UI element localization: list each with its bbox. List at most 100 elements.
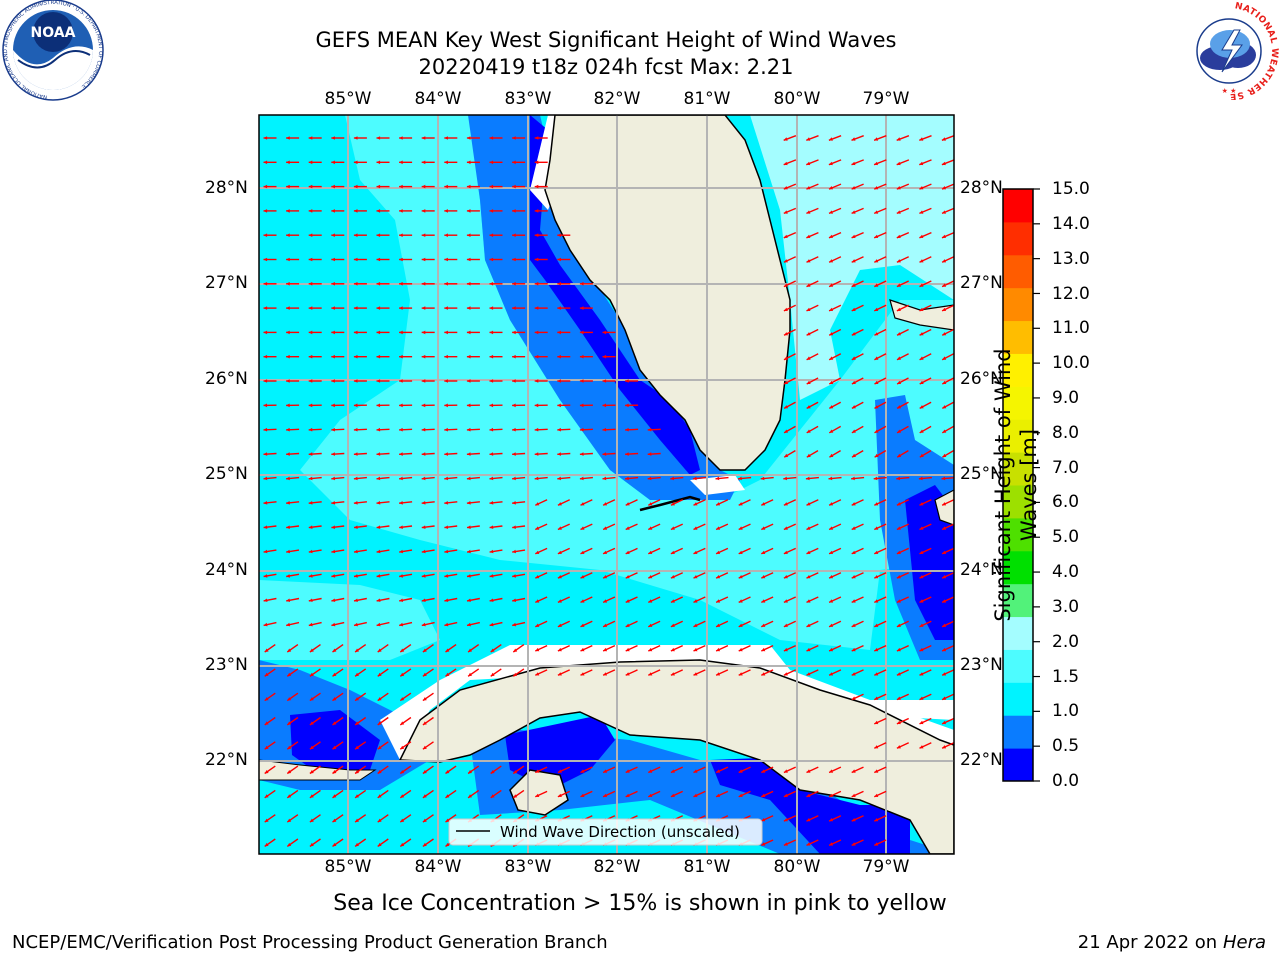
wave-direction-arrowhead [399,233,403,237]
wave-direction-arrowhead [355,794,359,798]
wave-direction-arrowhead [738,476,742,481]
wave-direction-arrowhead [874,599,879,603]
wave-direction-arrowhead [580,599,585,603]
lat-label-right: 25°N [960,464,1003,484]
wave-direction-arrowhead [557,233,561,237]
cuba-land [398,659,954,854]
wave-direction-arrowhead [263,501,268,505]
wave-direction-arrowhead [896,696,901,700]
wave-direction-arrowhead [355,672,359,677]
wave-direction-arrowhead [829,186,833,190]
wave-direction-arrowhead [286,427,290,432]
wave-direction-arrowhead [309,672,314,677]
wave-band-0.0-0.5-se-cuba [710,758,910,854]
wave-direction-arrowhead [919,453,924,458]
lon-label-bottom: 80°W [773,857,821,877]
wave-direction-arrowhead [851,623,856,627]
wave-direction-arrowhead [761,623,766,627]
wave-direction-arrowhead [264,794,269,798]
wave-direction-arrowhead [738,623,743,627]
wave-direction-arrowhead [806,647,811,652]
wave-direction-arrowhead [942,307,947,311]
wave-direction-arrowhead [919,161,924,166]
wave-direction-arrowhead [579,403,584,408]
wave-direction-arrowhead [353,452,358,456]
wave-direction-arrowhead [444,306,448,310]
wave-direction-arrowhead [535,526,540,530]
wave-direction-arrowhead [874,502,879,506]
wave-direction-arrowhead [806,575,811,579]
wave-direction-arrowhead [512,427,516,432]
wave-direction-arrowhead [308,330,313,335]
wave-direction-arrowhead [897,453,902,458]
wave-direction-arrowhead [716,526,721,530]
wave-direction-arrowhead [896,623,901,627]
wave-direction-arrowhead [557,427,561,432]
wave-direction-arrowhead [852,453,856,458]
wave-direction-arrowhead [490,648,495,652]
colorbar-segment [1003,419,1033,453]
wave-direction-arrowhead [874,259,879,263]
wave-direction-arrowhead [851,234,856,238]
wave-direction-arrowhead [399,501,403,505]
wave-direction-arrowhead [580,575,585,579]
wave-direction-arrowhead [603,599,608,603]
colorbar-segment [1003,353,1033,387]
wave-direction-arrowhead [874,380,879,384]
wave-direction-arrowhead [512,306,516,310]
wave-direction-arrowhead [670,672,675,676]
wave-direction-arrowhead [309,818,314,823]
wave-direction-arrowhead [942,453,947,458]
wave-direction-arrowhead [716,647,721,652]
wave-direction-arrowhead [444,574,449,578]
direction-legend: Wind Wave Direction (unscaled) [448,818,763,846]
wave-direction-arrowhead [466,452,471,456]
wave-direction-arrowhead [376,306,381,310]
wave-direction-arrowhead [332,721,337,725]
wave-direction-arrowhead [263,233,268,237]
wave-direction-arrowhead [263,136,268,140]
wave-direction-arrowhead [286,282,290,286]
wave-direction-arrowhead [625,769,630,773]
wave-direction-arrowhead [512,549,516,554]
wave-direction-arrowhead [308,525,313,529]
wave-direction-arrowhead [399,622,404,627]
wave-direction-arrowhead [489,476,494,481]
wave-direction-arrowhead [444,233,448,237]
wave-direction-arrowhead [625,403,629,408]
colorbar-tick-label: 12.0 [1052,283,1090,304]
wave-direction-arrowhead [896,210,901,214]
wave-direction-arrowhead [286,501,290,505]
wave-direction-arrowhead [309,648,314,652]
wave-band-0.0-0.5-bahamas [905,485,954,640]
wave-direction-arrowhead [332,672,337,677]
wave-direction-arrowhead [783,234,788,238]
wave-direction-arrowhead [919,356,924,360]
footer-host: Hera [1222,932,1266,953]
wave-direction-arrowhead [399,403,403,408]
wave-direction-arrowhead [580,769,585,773]
wave-direction-arrowhead [806,137,811,141]
wave-direction-arrowhead [399,306,403,310]
wave-direction-arrowhead [421,501,426,505]
wave-direction-arrowhead [489,525,494,529]
wave-direction-arrowhead [444,525,449,529]
wave-direction-arrowhead [444,549,449,554]
wave-direction-arrowhead [783,186,788,190]
wave-direction-arrowhead [648,575,653,579]
wave-direction-arrowhead [942,429,947,433]
wave-direction-arrowhead [805,476,810,481]
wave-direction-arrowhead [896,745,901,749]
wave-direction-arrowhead [829,842,834,846]
wave-direction-arrowhead [467,525,471,529]
wave-direction-arrowhead [647,476,652,481]
wave-direction-arrowhead [851,793,856,797]
wave-direction-arrowhead [466,160,471,165]
wave-direction-arrowhead [534,452,539,456]
wave-direction-arrowhead [874,186,879,190]
florida-keys [639,495,701,512]
wave-direction-arrowhead [353,403,358,408]
wave-direction-arrowhead [806,259,811,263]
colorbar-segment [1003,485,1033,519]
colorbar-segment [1003,649,1033,683]
